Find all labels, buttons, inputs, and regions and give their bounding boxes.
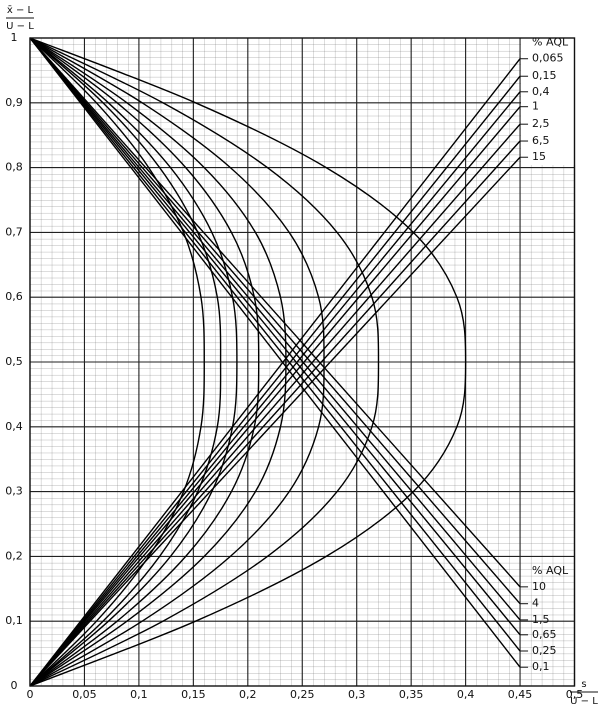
x-tick-label: 0,35 xyxy=(399,688,424,701)
y-tick-label: 0,5 xyxy=(5,355,23,368)
series-label: 0,065 xyxy=(532,52,564,65)
acceptance-curve xyxy=(29,37,325,687)
aql-line xyxy=(29,37,521,636)
y-tick-label: 1 xyxy=(11,31,18,44)
aql-line xyxy=(29,91,521,687)
label-group-title: % AQL xyxy=(532,564,569,577)
y-tick-label: 0,7 xyxy=(5,225,23,238)
acceptance-curve xyxy=(29,37,238,687)
acceptance-curve xyxy=(29,37,287,687)
labels: 0 0,05 0,1 0,15 0,2 0,25 0,3 0,35 0,4 0,45 0,5 0 0,1… xyxy=(5,31,583,701)
x-tick-label: 0 xyxy=(27,688,34,701)
series-label: 0,25 xyxy=(532,644,557,657)
aql-line xyxy=(29,123,521,687)
x-tick-label: 0,4 xyxy=(457,688,475,701)
aql-line xyxy=(29,37,521,621)
x-tick-label: 0,2 xyxy=(239,688,257,701)
y-tick-label: 0,9 xyxy=(5,96,23,109)
plot-frame xyxy=(29,37,576,687)
aql-line xyxy=(29,37,521,605)
series-label: 10 xyxy=(532,580,546,593)
x-tick-label: 0,05 xyxy=(72,688,97,701)
label-panel xyxy=(521,30,599,165)
acceptance-curve xyxy=(29,37,380,687)
aql-line xyxy=(29,37,521,588)
aql-line xyxy=(29,37,521,668)
aql-line xyxy=(29,140,521,687)
series-label: 0,1 xyxy=(532,660,550,673)
aql-line xyxy=(29,37,521,652)
y-label-denominator: U − L xyxy=(6,21,34,32)
aql-line xyxy=(29,106,521,687)
y-tick-label: 0,6 xyxy=(5,290,23,303)
acceptance-curve xyxy=(29,37,260,687)
series-label: 0,65 xyxy=(532,628,557,641)
y-tick-label: 0,2 xyxy=(5,549,23,562)
y-tick-label: 0,3 xyxy=(5,485,23,498)
aql-line xyxy=(29,75,521,687)
y-tick-label: 0,4 xyxy=(5,420,23,433)
series-label: 1 xyxy=(532,100,539,113)
x-tick-label: 0,45 xyxy=(508,688,533,701)
label-group-title: % AQL xyxy=(532,36,569,49)
series-label: 1,5 xyxy=(532,613,550,626)
series-label: 2,5 xyxy=(532,117,550,130)
aql-line xyxy=(29,58,521,687)
series-label: 0,15 xyxy=(532,69,557,82)
x-tick-label: 0,5 xyxy=(566,688,584,701)
aql-line xyxy=(29,156,521,687)
y-tick-label: 0 xyxy=(11,679,18,692)
x-tick-label: 0,3 xyxy=(348,688,366,701)
y-tick-label: 0,1 xyxy=(5,614,23,627)
series-label: 4 xyxy=(532,597,539,610)
x-label-denominator: U − L xyxy=(570,696,598,707)
series-label: 0,4 xyxy=(532,85,550,98)
y-label-numerator: x̄ − L xyxy=(7,5,34,16)
x-tick-label: 0,1 xyxy=(130,688,148,701)
series-label: 6,5 xyxy=(532,134,550,147)
plot xyxy=(29,37,576,687)
series-label: 15 xyxy=(532,150,546,163)
acceptance-curve xyxy=(29,37,467,687)
x-tick-label: 0,15 xyxy=(181,688,206,701)
acceptance-curve xyxy=(29,37,205,687)
y-tick-label: 0,8 xyxy=(5,161,23,174)
x-label-numerator: s xyxy=(581,679,586,690)
x-tick-label: 0,25 xyxy=(290,688,315,701)
acceptance-curve xyxy=(29,37,222,687)
